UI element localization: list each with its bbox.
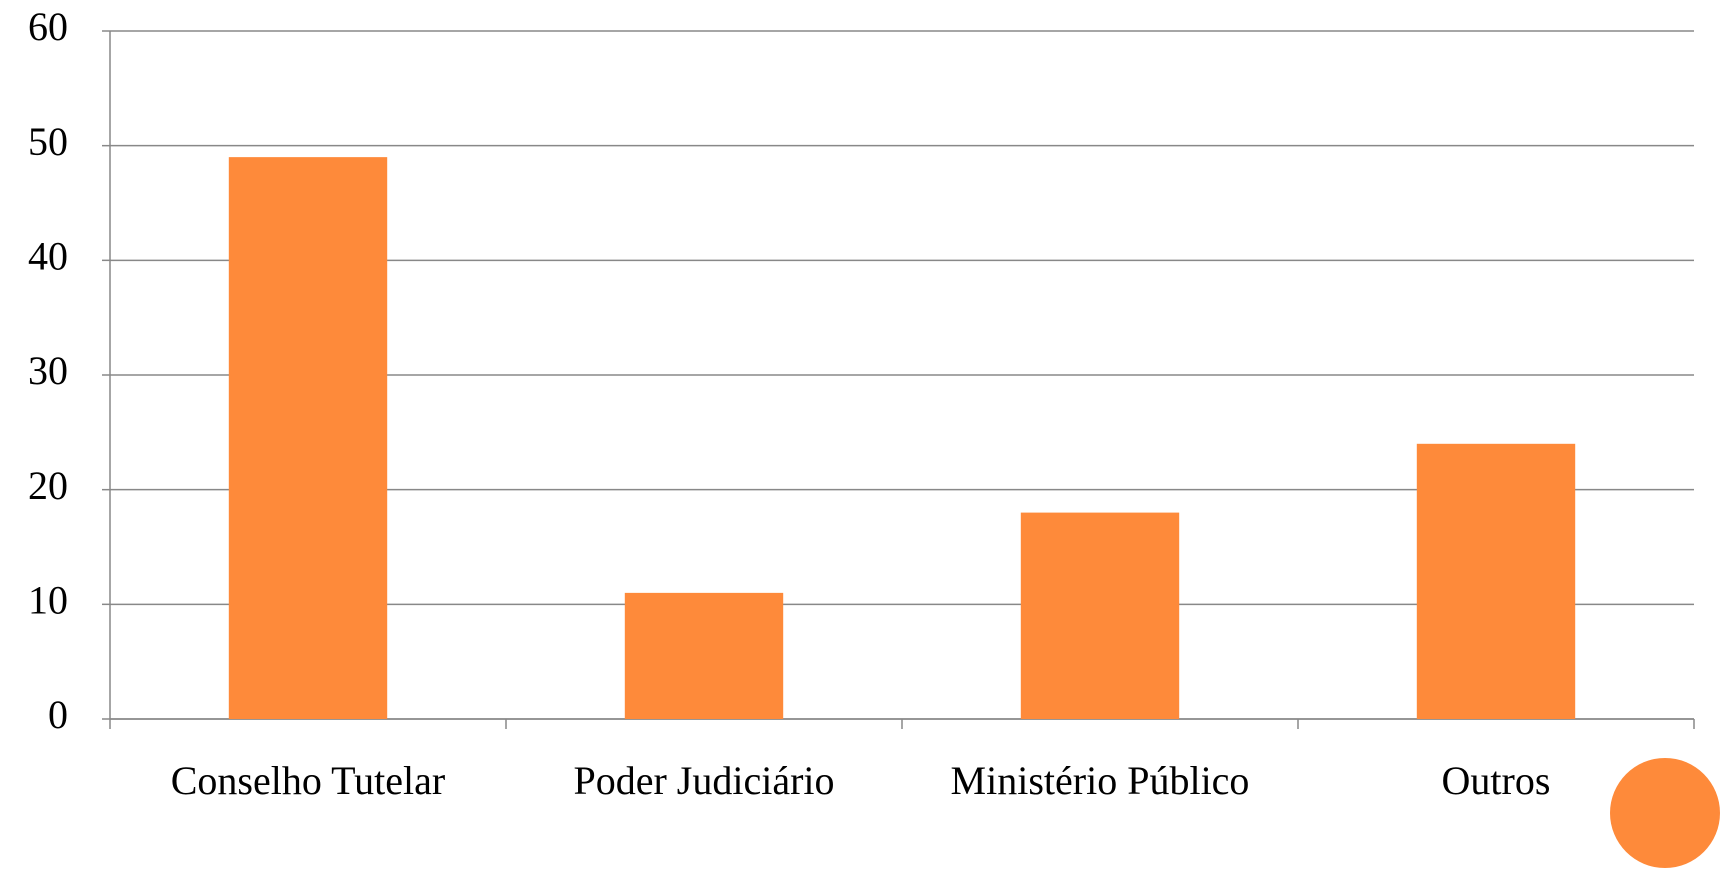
y-tick-label: 10	[28, 578, 68, 623]
bar	[624, 592, 784, 719]
x-tick-label: Conselho Tutelar	[171, 758, 445, 803]
x-tick-label: Poder Judiciário	[573, 758, 834, 803]
y-tick-label: 0	[48, 692, 68, 737]
x-tick-label: Outros	[1442, 758, 1551, 803]
bar	[1416, 443, 1576, 719]
y-tick-label: 60	[28, 4, 68, 49]
y-tick-label: 30	[28, 348, 68, 393]
y-tick-label: 20	[28, 463, 68, 508]
decorative-circle	[1610, 758, 1720, 868]
bar	[228, 157, 388, 720]
bar	[1020, 512, 1180, 719]
y-tick-label: 40	[28, 234, 68, 279]
x-tick-label: Ministério Público	[951, 758, 1250, 803]
y-tick-label: 50	[28, 119, 68, 164]
